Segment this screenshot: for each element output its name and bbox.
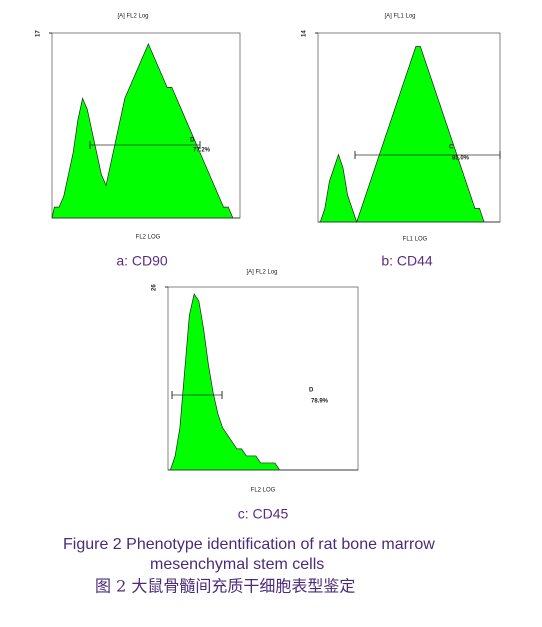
gate-annotation: 85.0% <box>452 156 470 162</box>
histogram-area <box>318 46 500 224</box>
panel-caption: c: CD45 <box>238 506 289 522</box>
figure-caption: 图 2 大鼠骨髓间充质干细胞表型鉴定 <box>95 577 355 596</box>
y-tick-label: 17 <box>36 30 42 37</box>
panel-title: [A] FL1 Log <box>384 14 415 20</box>
gate-annotation: C <box>449 145 454 151</box>
y-tick-label: 14 <box>302 30 308 37</box>
panel-title: [A] FL2 Log <box>246 270 277 276</box>
panel-caption: a: CD90 <box>116 253 168 269</box>
y-tick-label: 26 <box>152 284 158 291</box>
figure-caption: mesenchymal stem cells <box>150 556 324 573</box>
x-axis-label: FL2 LOG <box>136 235 161 241</box>
gate-annotation: 78.9% <box>311 399 329 405</box>
histogram-area <box>168 293 358 471</box>
gate-annotation: 77.2% <box>193 148 211 154</box>
x-axis-label: FL2 LOG <box>251 488 276 494</box>
gate-annotation: D <box>309 388 314 394</box>
panel-title: [A] FL2 Log <box>117 14 148 20</box>
histogram-area <box>51 42 240 219</box>
gate-annotation: D <box>190 138 195 144</box>
panel-caption: b: CD44 <box>381 253 433 269</box>
x-axis-label: FL1 LOG <box>403 237 428 243</box>
figure-caption: Figure 2 Phenotype identification of rat… <box>63 536 435 553</box>
